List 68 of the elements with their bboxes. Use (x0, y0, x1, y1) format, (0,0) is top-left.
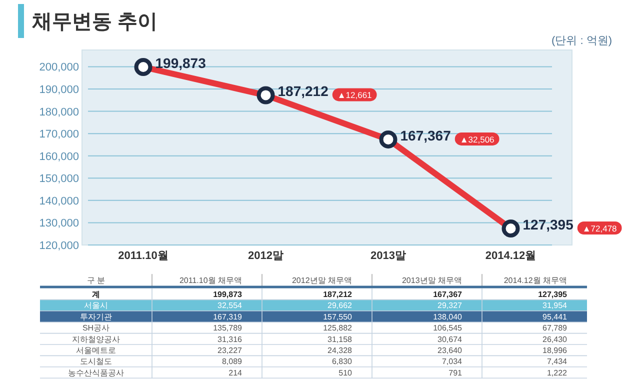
data-label: 167,367 (400, 127, 452, 144)
y-tick-label: 170,000 (39, 128, 79, 141)
data-label: 24,328 (328, 346, 353, 355)
y-tick-label: 도시철도 (80, 357, 112, 366)
data-label: 1,222 (546, 368, 568, 378)
data-label: 6,830 (332, 357, 353, 366)
y-tick-label: 140,000 (39, 195, 79, 208)
data-label: 199,873 (155, 54, 206, 71)
data-label: 32,554 (218, 301, 243, 310)
x-tick-label: 2013말 (370, 250, 406, 262)
data-label: 127,395 (522, 216, 574, 233)
data-label: 30,674 (438, 334, 463, 344)
data-label: 29,327 (438, 301, 463, 310)
x-tick-label: 2014.12월 (485, 250, 536, 262)
y-tick-label: 농수산식품공사 (68, 368, 124, 378)
x-tick-label: 2014.12월 채무액 (504, 276, 567, 285)
text: (단위 : 억원) (552, 35, 612, 47)
annotation: ▲12,661 (337, 90, 372, 100)
data-label: 95,441 (542, 312, 568, 322)
data-label: 214 (228, 368, 243, 378)
y-tick-label: 지하철양공사 (72, 334, 120, 344)
data-label: 18,996 (542, 346, 568, 355)
y-tick-label: 서울메트로 (76, 346, 116, 355)
data-label: 23,640 (438, 346, 463, 355)
data-label: 167,319 (213, 312, 243, 322)
annotation: ▲32,506 (460, 134, 495, 144)
annotation-pill: ▲12,661 (332, 88, 377, 102)
x-tick-label: 2012년말 채무액 (292, 276, 352, 285)
data-label: 26,430 (542, 334, 568, 344)
y-tick-label: 190,000 (39, 84, 79, 96)
data-label: 135,789 (213, 324, 243, 333)
y-tick-label: 120,000 (39, 240, 79, 252)
data-label: 199,873 (213, 290, 243, 299)
data-label: 31,954 (542, 301, 568, 310)
y-tick-label: 180,000 (39, 106, 79, 118)
chart-title: 채무변동 추이 (31, 11, 158, 33)
data-label: 7,434 (546, 357, 568, 366)
y-tick-label: 200,000 (39, 62, 79, 74)
data-label: 29,662 (328, 301, 353, 310)
data-label: 138,040 (433, 312, 463, 322)
x-tick-label: 2012말 (248, 250, 284, 262)
y-tick-label: SH공사 (82, 324, 110, 333)
data-label: 510 (338, 368, 353, 378)
data-label: 187,212 (323, 290, 353, 299)
data-label: 8,089 (222, 357, 243, 366)
y-axis-title: 구 분 (86, 276, 106, 285)
annotation-pill: ▲72,478 (577, 222, 622, 235)
data-label: 791 (448, 368, 463, 378)
y-tick-label: 160,000 (39, 150, 79, 163)
data-label: 31,158 (328, 334, 353, 344)
data-label: 7,034 (442, 357, 463, 366)
y-tick-label: 서울시 (84, 301, 108, 310)
data-label: 187,212 (278, 83, 329, 100)
data-label: 167,367 (433, 290, 463, 299)
data-label: 67,789 (542, 324, 568, 333)
y-tick-label: 투자기관 (80, 312, 112, 322)
y-tick-label: 계 (92, 290, 100, 299)
x-tick-label: 2011.10월 (118, 250, 168, 262)
x-tick-label: 2011.10월 채무액 (179, 276, 242, 285)
data-label: 157,550 (323, 312, 353, 322)
y-tick-label: 130,000 (39, 218, 79, 230)
data-label: 106,545 (433, 324, 463, 333)
data-label: 127,395 (538, 290, 568, 299)
x-tick-label: 2013년말 채무액 (402, 276, 462, 285)
data-label: 125,882 (323, 324, 353, 333)
data-label: 31,316 (218, 334, 243, 344)
data-label: 23,227 (218, 346, 243, 355)
y-tick-label: 150,000 (39, 173, 79, 186)
